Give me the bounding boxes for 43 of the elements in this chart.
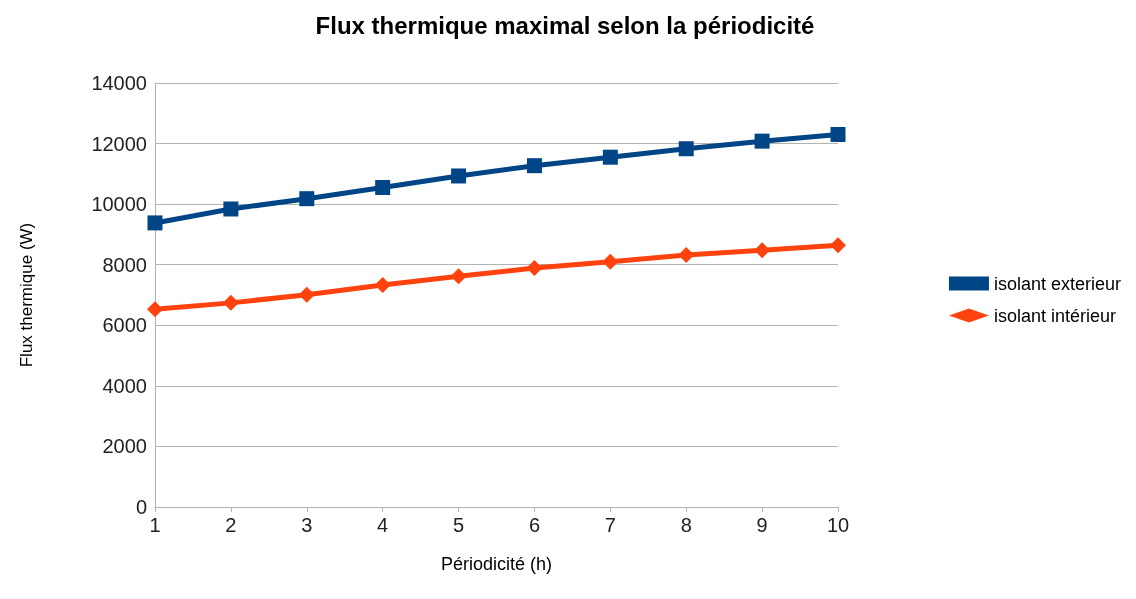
point <box>754 133 770 149</box>
point <box>374 277 391 294</box>
x-tick-label: 10 <box>826 514 850 536</box>
point <box>678 247 695 264</box>
x-tick-label: 1 <box>149 514 161 536</box>
point <box>298 286 315 303</box>
point <box>147 215 163 231</box>
x-tick-label: 7 <box>604 514 616 536</box>
y-tick-label: 0 <box>135 496 147 518</box>
point <box>830 126 846 142</box>
x-axis-title: Périodicité (h) <box>440 554 553 574</box>
chart-title: Flux thermique maximal selon la périodicité <box>315 11 815 39</box>
x-tick-label: 2 <box>225 514 237 536</box>
point <box>375 179 391 195</box>
legend-label: isolant exterieur <box>993 273 1122 294</box>
point <box>222 294 239 311</box>
y-tick-label: 2000 <box>102 435 147 458</box>
y-tick-label: 10000 <box>91 193 147 216</box>
point <box>450 268 467 285</box>
point <box>526 260 543 277</box>
point <box>602 253 619 270</box>
x-tick-label: 3 <box>301 514 313 536</box>
point <box>830 237 846 254</box>
point <box>299 191 315 207</box>
x-tick-label: 9 <box>756 514 768 536</box>
x-tick-label: 6 <box>528 514 541 536</box>
legend-label: isolant intérieur <box>993 305 1116 326</box>
y-tick-label: 4000 <box>102 374 147 397</box>
x-tick-label: 5 <box>452 514 465 536</box>
point <box>451 168 467 184</box>
y-tick-label: 8000 <box>102 253 147 276</box>
point <box>147 301 163 318</box>
point <box>678 141 694 157</box>
point <box>602 149 618 165</box>
x-tick-label: 8 <box>680 514 692 536</box>
point <box>526 158 542 174</box>
y-tick-label: 12000 <box>91 132 147 155</box>
y-tick-label: 6000 <box>102 314 147 337</box>
y-tick-label: 14000 <box>91 72 147 94</box>
y-axis-title: Flux thermique (W) <box>17 222 36 368</box>
point <box>754 242 771 259</box>
x-tick-label: 4 <box>377 514 389 536</box>
point <box>223 201 239 217</box>
